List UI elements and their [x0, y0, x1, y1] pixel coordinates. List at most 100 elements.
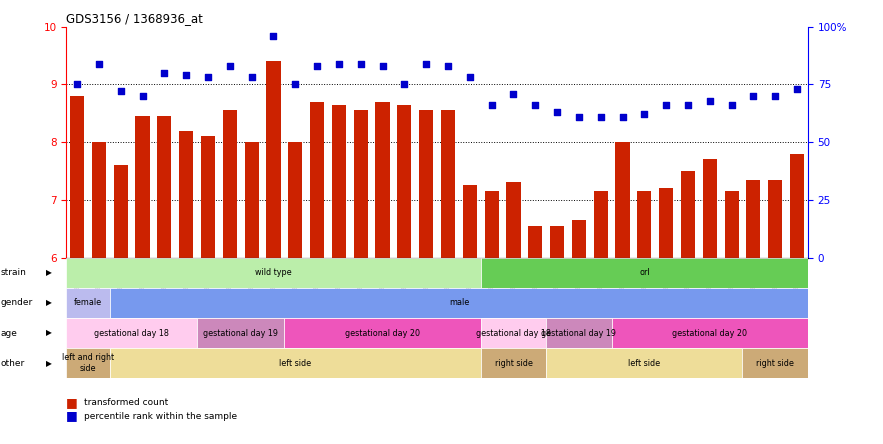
Bar	[135, 116, 149, 258]
Bar	[245, 142, 259, 258]
Point	[768, 92, 782, 99]
Point	[354, 60, 368, 67]
Text: other: other	[1, 359, 25, 368]
Text: gender: gender	[1, 298, 34, 307]
Bar	[725, 191, 739, 258]
Text: GDS3156 / 1368936_at: GDS3156 / 1368936_at	[66, 12, 203, 25]
Point	[419, 60, 434, 67]
Point	[506, 90, 520, 97]
Bar	[397, 105, 411, 258]
Point	[638, 111, 652, 118]
Bar	[681, 171, 695, 258]
Point	[463, 74, 477, 81]
Bar	[157, 116, 171, 258]
Bar	[612, 318, 808, 348]
Bar	[92, 142, 106, 258]
Text: female: female	[74, 298, 102, 307]
Text: right side: right side	[756, 359, 794, 368]
Point	[332, 60, 346, 67]
Text: orl: orl	[639, 268, 650, 277]
Point	[790, 85, 804, 92]
Text: right side: right side	[494, 359, 532, 368]
Bar	[66, 348, 109, 378]
Point	[572, 113, 586, 120]
Bar	[441, 111, 455, 258]
Bar	[463, 186, 477, 258]
Bar	[375, 102, 389, 258]
Bar	[197, 318, 284, 348]
Bar	[790, 154, 804, 258]
Bar	[201, 136, 215, 258]
Bar	[284, 318, 480, 348]
Point	[550, 108, 564, 115]
Point	[528, 102, 542, 109]
Text: gestational day 20: gestational day 20	[672, 329, 747, 337]
Bar	[485, 191, 499, 258]
Point	[267, 32, 281, 40]
Bar	[593, 191, 608, 258]
Point	[746, 92, 760, 99]
Bar	[223, 111, 237, 258]
Text: gestational day 20: gestational day 20	[345, 329, 420, 337]
Bar	[66, 318, 197, 348]
Bar	[179, 131, 193, 258]
Bar	[332, 105, 346, 258]
Bar	[506, 182, 521, 258]
Bar	[310, 102, 324, 258]
Bar	[547, 348, 743, 378]
Point	[397, 81, 411, 88]
Text: wild type: wild type	[255, 268, 291, 277]
Bar	[480, 318, 547, 348]
Bar	[528, 226, 542, 258]
Bar	[66, 258, 480, 288]
Bar	[703, 159, 717, 258]
Bar	[288, 142, 302, 258]
Point	[201, 74, 215, 81]
Bar	[480, 258, 808, 288]
Bar	[572, 220, 586, 258]
Text: gestational day 18: gestational day 18	[476, 329, 551, 337]
Bar	[638, 191, 652, 258]
Bar	[70, 96, 84, 258]
Point	[310, 62, 324, 69]
Bar	[353, 111, 368, 258]
Bar	[109, 348, 480, 378]
Bar	[659, 188, 673, 258]
Point	[288, 81, 302, 88]
Text: gestational day 18: gestational day 18	[94, 329, 170, 337]
Point	[245, 74, 259, 81]
Text: age: age	[1, 329, 18, 337]
Text: ■: ■	[66, 409, 78, 423]
Point	[114, 88, 128, 95]
Point	[70, 81, 84, 88]
Point	[157, 69, 171, 76]
Bar	[114, 165, 128, 258]
Point	[615, 113, 630, 120]
Point	[179, 71, 193, 79]
Text: gestational day 19: gestational day 19	[203, 329, 278, 337]
Point	[659, 102, 673, 109]
Text: ■: ■	[66, 396, 78, 409]
Point	[375, 62, 389, 69]
Text: strain: strain	[1, 268, 26, 277]
Text: left side: left side	[279, 359, 312, 368]
Point	[92, 60, 106, 67]
Text: gestational day 19: gestational day 19	[541, 329, 616, 337]
Bar	[419, 111, 434, 258]
Bar	[267, 61, 281, 258]
Bar	[746, 180, 760, 258]
Point	[593, 113, 608, 120]
Point	[681, 102, 695, 109]
Text: percentile rank within the sample: percentile rank within the sample	[84, 412, 237, 420]
Bar	[615, 142, 630, 258]
Bar	[547, 318, 612, 348]
Text: male: male	[449, 298, 469, 307]
Text: left side: left side	[629, 359, 660, 368]
Text: ▶: ▶	[46, 329, 51, 337]
Point	[135, 92, 149, 99]
Bar	[480, 348, 547, 378]
Text: left and right
side: left and right side	[62, 353, 114, 373]
Text: ▶: ▶	[46, 298, 51, 307]
Bar	[768, 180, 782, 258]
Text: ▶: ▶	[46, 268, 51, 277]
